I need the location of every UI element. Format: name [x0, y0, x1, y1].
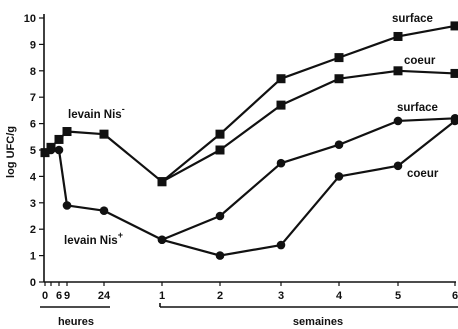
- x-tick-label: 6: [56, 290, 62, 302]
- data-point-circle: [46, 145, 56, 155]
- annotation-surface-top-text: surface: [392, 13, 433, 25]
- data-point-square: [450, 68, 458, 78]
- x-tick-label: 1: [159, 290, 165, 302]
- annotation-levain-nis-plus: levain Nis+: [64, 230, 123, 247]
- y-tick-label: 9: [30, 39, 36, 51]
- data-point-circle: [54, 145, 64, 155]
- series-layer: [40, 21, 458, 260]
- data-point-circle: [450, 116, 458, 126]
- data-point-circle: [215, 211, 225, 221]
- x-group-label-heures: heures: [58, 316, 94, 328]
- annotation-levain-nis-minus: levain Nis-: [68, 104, 125, 121]
- data-point-square: [334, 74, 344, 84]
- x-tick-label: 0: [42, 290, 48, 302]
- y-axis-title: log UFC/g: [5, 126, 17, 178]
- x-tick-label: 4: [336, 290, 343, 302]
- annotation-coeur-bottom: coeur: [407, 168, 439, 180]
- data-point-square: [276, 100, 286, 110]
- data-point-square: [334, 53, 344, 63]
- annotation-levain-nis-plus-text: levain Nis: [64, 235, 118, 247]
- data-point-circle: [334, 172, 344, 181]
- data-point-circle: [334, 140, 344, 150]
- annotation-levain-nis-plus-sup: +: [118, 230, 123, 240]
- data-point-circle: [157, 235, 167, 245]
- y-tick-label: 6: [30, 119, 36, 131]
- data-point-circle: [393, 116, 403, 126]
- series-line: [161, 120, 456, 257]
- series-line: [161, 69, 456, 183]
- y-tick-label: 0: [30, 277, 36, 289]
- annotation-surface-mid: surface: [397, 102, 438, 114]
- data-point-square: [450, 21, 458, 31]
- x-tick-label: 2: [217, 290, 223, 302]
- data-point-square: [393, 31, 403, 41]
- y-tick-label: 5: [30, 145, 36, 157]
- x-group-label-semaines: semaines: [293, 316, 343, 328]
- y-tick-label: 4: [30, 171, 37, 183]
- data-point-circle: [393, 161, 403, 171]
- data-point-square: [62, 127, 72, 137]
- data-point-circle: [215, 251, 225, 260]
- data-point-circle: [99, 206, 109, 216]
- data-point-circle: [62, 201, 72, 210]
- annotation-coeur-top-text: coeur: [404, 55, 436, 67]
- data-point-square: [215, 145, 225, 155]
- annotation-coeur-top: coeur: [404, 55, 436, 67]
- x-tick-label: 5: [395, 290, 401, 302]
- data-point-circle: [276, 240, 286, 250]
- x-tick-label: 24: [98, 290, 111, 302]
- y-tick-label: 2: [30, 224, 36, 236]
- data-point-square: [393, 66, 403, 76]
- y-tick-label: 1: [30, 251, 36, 263]
- annotation-surface-mid-text: surface: [397, 102, 438, 114]
- data-point-circle: [276, 158, 286, 168]
- y-tick-label: 7: [30, 92, 36, 104]
- data-point-square: [215, 129, 225, 139]
- series-line: [44, 24, 456, 183]
- x-tick-label: 6: [452, 290, 458, 302]
- data-point-square: [157, 177, 167, 187]
- data-point-square: [54, 134, 64, 144]
- y-tick-label: 3: [30, 198, 36, 210]
- annotation-levain-nis-minus-text: levain Nis: [68, 109, 122, 121]
- data-point-square: [99, 129, 109, 139]
- y-tick-label: 10: [24, 13, 36, 25]
- x-tick-label: 9: [64, 290, 70, 302]
- annotation-coeur-bottom-text: coeur: [407, 168, 439, 180]
- annotation-levain-nis-minus-sup: -: [122, 104, 125, 114]
- annotation-surface-top: surface: [392, 13, 433, 25]
- data-point-square: [276, 74, 286, 84]
- x-tick-label: 3: [278, 290, 284, 302]
- y-tick-label: 8: [30, 66, 36, 78]
